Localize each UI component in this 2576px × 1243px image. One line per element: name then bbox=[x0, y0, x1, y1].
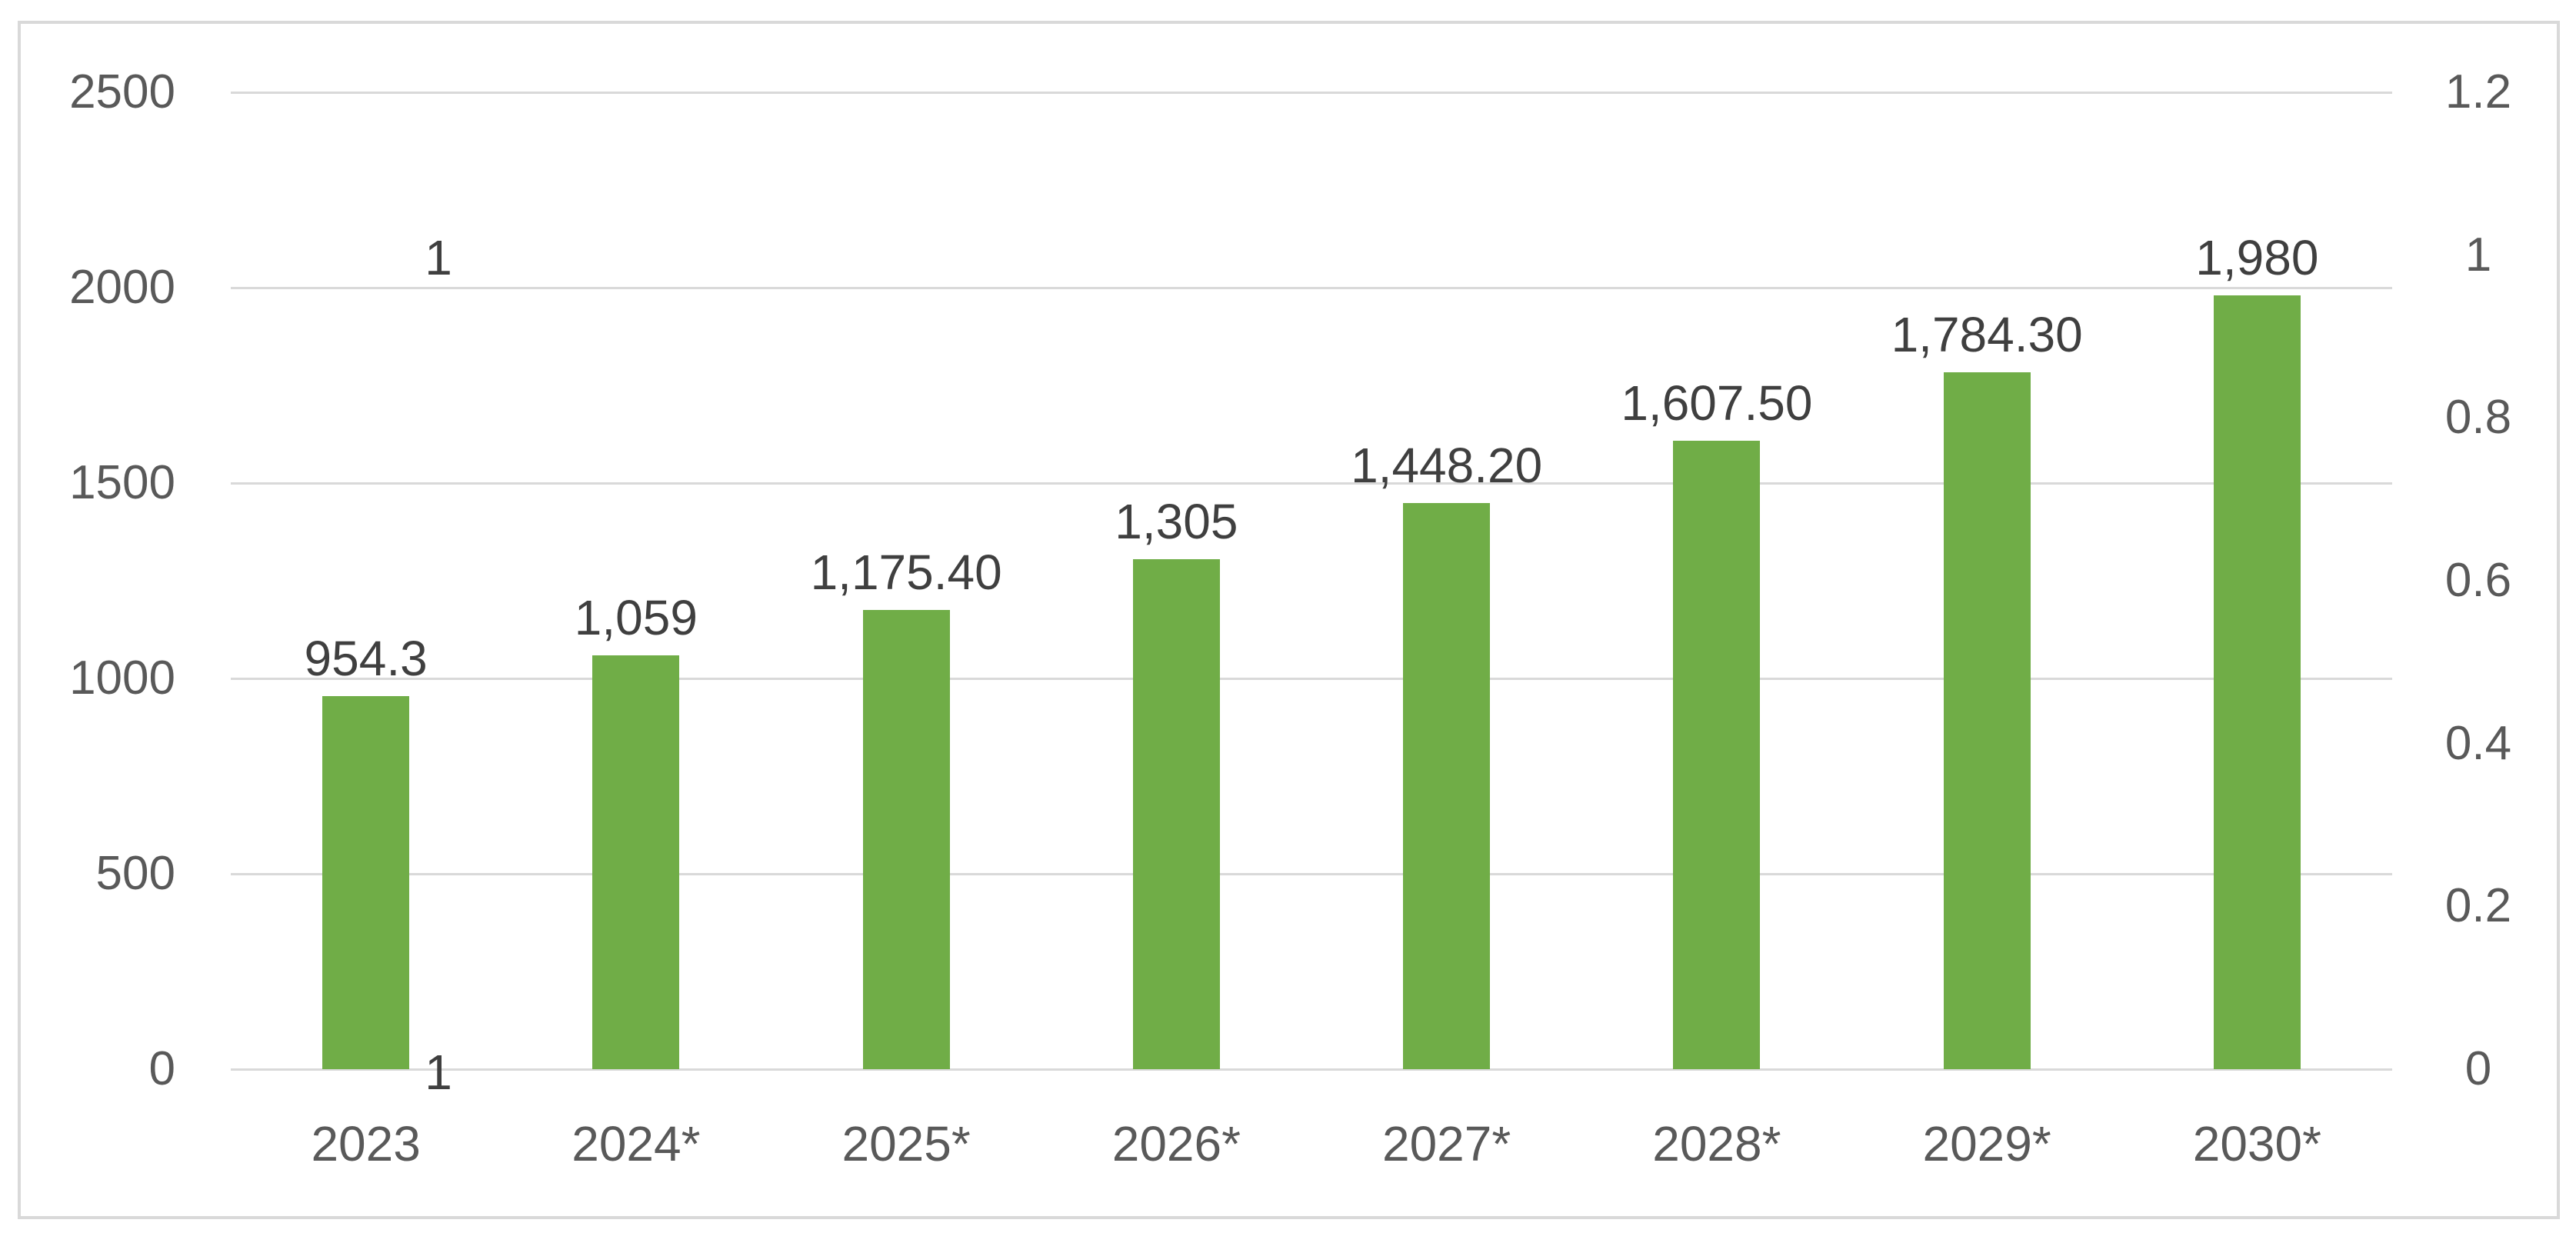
left-axis-tick: 2000 bbox=[69, 261, 175, 314]
bar-2028* bbox=[1673, 441, 1761, 1069]
left-axis-tick: 0 bbox=[148, 1042, 175, 1095]
category-label-2028*: 2028* bbox=[1652, 1116, 1781, 1171]
data-label-2027*: 1,448.20 bbox=[1351, 438, 1543, 494]
bar-2023 bbox=[322, 696, 410, 1069]
data-label-2023: 954.3 bbox=[304, 631, 428, 687]
data-label-2025*: 1,175.40 bbox=[810, 544, 1002, 600]
right-axis-tick: 0.4 bbox=[2444, 716, 2512, 770]
bar-2024* bbox=[592, 655, 680, 1069]
right-axis-tick: 1.2 bbox=[2444, 65, 2512, 118]
data-label-2029*: 1,784.30 bbox=[1891, 306, 2083, 362]
gridline bbox=[231, 872, 2392, 875]
chart-frame bbox=[18, 21, 2560, 1219]
right-axis-tick: 1 bbox=[2464, 228, 2492, 282]
right-axis-tick: 0.6 bbox=[2444, 554, 2512, 607]
gridline bbox=[231, 91, 2392, 94]
gridline bbox=[231, 286, 2392, 289]
bar-2030* bbox=[2213, 295, 2301, 1069]
gridline bbox=[231, 1068, 2392, 1071]
data-label-2028*: 1,607.50 bbox=[1621, 375, 1813, 432]
category-label-2024*: 2024* bbox=[572, 1116, 701, 1171]
bar-2027* bbox=[1403, 503, 1491, 1069]
category-label-2025*: 2025* bbox=[841, 1116, 971, 1171]
right-axis-tick: 0 bbox=[2464, 1042, 2492, 1095]
category-label-2023: 2023 bbox=[311, 1116, 421, 1171]
category-label-2030*: 2030* bbox=[2192, 1116, 2322, 1171]
bar-2026* bbox=[1132, 559, 1220, 1069]
data-label-2030*: 1,980 bbox=[2195, 230, 2319, 286]
category-label-2029*: 2029* bbox=[1922, 1116, 2051, 1171]
annotation-1-secondary: 1 bbox=[425, 229, 452, 285]
gridline bbox=[231, 482, 2392, 485]
category-label-2026*: 2026* bbox=[1111, 1116, 1241, 1171]
left-axis-tick: 500 bbox=[95, 847, 175, 900]
left-axis-tick: 1000 bbox=[69, 651, 175, 705]
left-axis-tick: 2500 bbox=[69, 65, 175, 118]
right-axis-tick: 0.2 bbox=[2444, 879, 2512, 933]
bar-2029* bbox=[1943, 372, 2031, 1069]
data-label-2024*: 1,059 bbox=[574, 590, 698, 646]
right-axis-tick: 0.8 bbox=[2444, 391, 2512, 445]
category-label-2027*: 2027* bbox=[1381, 1116, 1511, 1171]
left-axis-tick: 1500 bbox=[69, 456, 175, 509]
data-label-2026*: 1,305 bbox=[1115, 494, 1238, 550]
bar-2025* bbox=[862, 609, 950, 1069]
gridline bbox=[231, 677, 2392, 680]
annotation-1-primary: 1 bbox=[425, 1045, 452, 1101]
